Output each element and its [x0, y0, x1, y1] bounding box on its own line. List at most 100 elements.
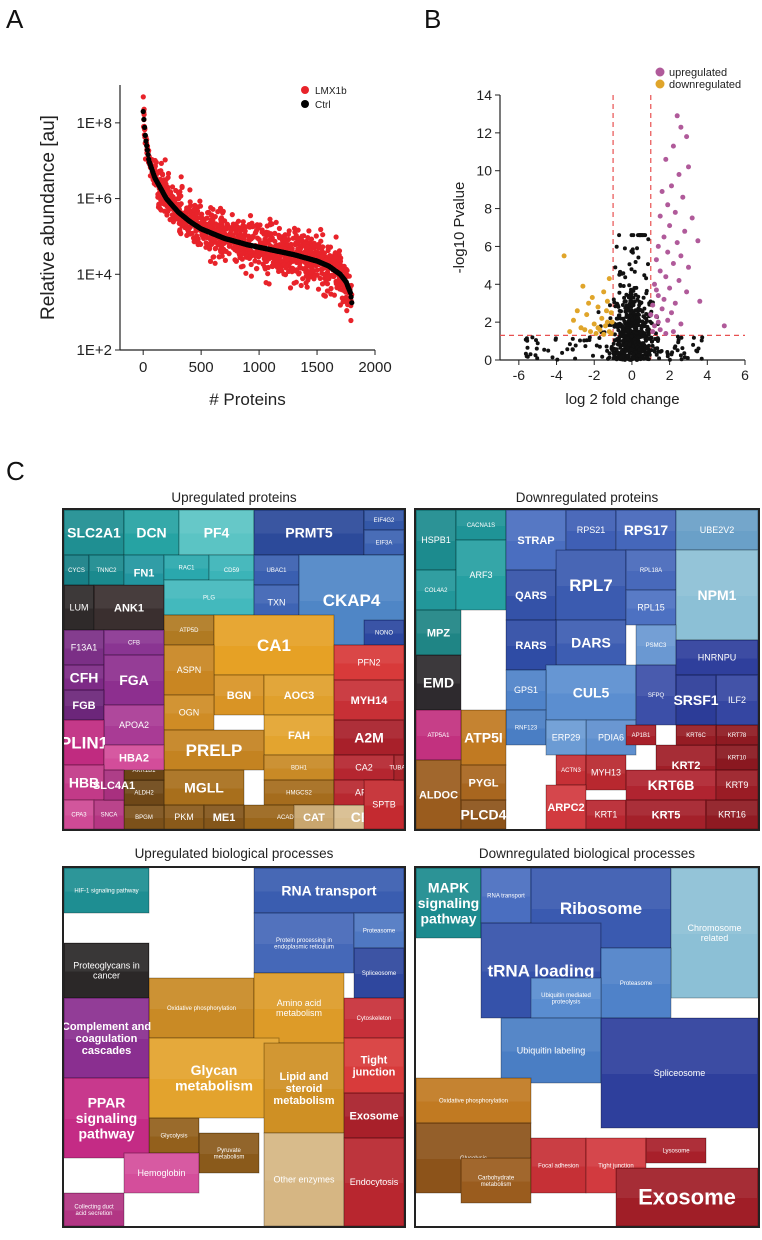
- treemap-cell-shape: [416, 654, 462, 711]
- treemap-cell-highlight: [507, 711, 545, 729]
- data-point-lmx1b: [216, 240, 222, 246]
- data-point-lmx1b: [317, 275, 323, 281]
- data-point: [596, 310, 601, 315]
- treemap-cell: F13A1: [64, 629, 105, 666]
- treemap-cell: Focal adhesion: [530, 1137, 587, 1194]
- data-point: [641, 295, 646, 300]
- treemap-cell: Carbohydrate metabolism: [460, 1157, 532, 1204]
- treemap-cell-highlight: [602, 949, 670, 984]
- data-point-lmx1b: [273, 219, 279, 225]
- data-point: [525, 345, 530, 350]
- treemap-cell-shape: [675, 510, 758, 551]
- treemap-label: RARS: [515, 640, 546, 652]
- treemap-cell-shape: [64, 554, 90, 586]
- treemap-label: Lysosome: [662, 1149, 690, 1155]
- data-point: [624, 315, 629, 319]
- x-tick-label: 2: [666, 367, 674, 383]
- data-point: [669, 310, 674, 316]
- treemap-label: KRT6B: [648, 777, 695, 793]
- treemap-cell-highlight: [295, 806, 333, 818]
- data-point: [530, 335, 535, 340]
- treemap-label: FGB: [72, 700, 95, 712]
- treemap-label: ASPN: [177, 665, 202, 675]
- treemap-cell-highlight: [265, 781, 333, 794]
- treemap-cell-highlight: [65, 869, 148, 892]
- data-point: [665, 249, 671, 255]
- treemap-label: Glycan metabolism: [175, 1062, 253, 1093]
- legend-label: LMX1b: [315, 86, 347, 97]
- data-point-lmx1b: [272, 230, 278, 236]
- x-axis-label: log 2 fold change: [565, 391, 679, 408]
- data-point: [528, 352, 533, 357]
- treemap-cell: Exosome: [343, 1092, 404, 1139]
- treemap-cell-shape: [416, 868, 482, 939]
- data-point: [629, 292, 634, 297]
- treemap-cell-highlight: [677, 551, 757, 596]
- data-point: [665, 202, 671, 208]
- data-point-lmx1b: [293, 268, 299, 274]
- data-point: [611, 297, 616, 302]
- data-point: [700, 335, 705, 340]
- data-point-lmx1b: [333, 234, 339, 240]
- treemap-cell-highlight: [677, 726, 715, 736]
- data-point-lmx1b: [254, 265, 260, 272]
- data-point-lmx1b: [291, 225, 298, 231]
- data-point: [611, 351, 616, 356]
- treemap-cell: PRMT5: [253, 510, 365, 556]
- treemap-cell: SPTB: [363, 779, 404, 829]
- treemap-cell: AOC3: [263, 674, 335, 716]
- treemap-label: F13A1: [71, 643, 98, 653]
- treemap-cell: Spliceosome: [600, 1017, 758, 1129]
- treemap-label: UBE2V2: [700, 525, 735, 535]
- data-point: [612, 324, 617, 329]
- treemap-label: DCN: [136, 524, 166, 540]
- treemap-cell: PLIN1: [64, 719, 108, 766]
- treemap-cell-shape: [333, 679, 404, 721]
- data-point: [550, 355, 555, 360]
- treemap-cell-shape: [615, 1167, 758, 1226]
- data-point: [622, 299, 627, 304]
- treemap-cell-shape: [148, 1037, 280, 1119]
- legend-marker: [655, 79, 665, 89]
- data-point-lmx1b: [226, 243, 232, 249]
- treemap-label: PFN2: [357, 658, 380, 668]
- data-point-lmx1b: [306, 269, 312, 275]
- data-point-lmx1b: [274, 242, 280, 248]
- treemap-label: ACTN3: [561, 768, 581, 774]
- data-point: [604, 298, 610, 304]
- treemap-label: PRMT5: [285, 524, 333, 540]
- treemap-label: KRT9: [726, 780, 749, 790]
- data-point: [600, 354, 605, 359]
- data-point: [618, 332, 623, 337]
- treemap-label: Oxidative phosphorylation: [167, 1006, 236, 1012]
- data-point: [640, 319, 645, 324]
- treemap-cell-highlight: [417, 1124, 530, 1159]
- data-point: [680, 194, 686, 200]
- data-point: [670, 350, 675, 355]
- data-point: [686, 164, 691, 170]
- data-point: [594, 343, 599, 348]
- data-point-lmx1b: [321, 250, 327, 256]
- treemap-cell-highlight: [365, 621, 403, 634]
- data-point-lmx1b: [320, 244, 326, 250]
- data-point: [659, 306, 665, 312]
- data-point: [534, 338, 538, 343]
- treemap-cell-highlight: [637, 666, 675, 696]
- data-point: [601, 331, 607, 337]
- data-point: [627, 342, 632, 347]
- data-point-lmx1b: [287, 285, 294, 291]
- data-point-lmx1b: [348, 317, 354, 324]
- data-point: [679, 335, 684, 340]
- treemap-label: QARS: [515, 590, 547, 602]
- treemap-cell-highlight: [557, 756, 585, 771]
- data-point-lmx1b: [283, 265, 289, 271]
- treemap-cell-shape: [263, 1042, 345, 1134]
- treemap-cell-highlight: [265, 756, 333, 769]
- data-point: [682, 355, 687, 360]
- y-tick-label: 1E+4: [77, 266, 112, 283]
- data-point: [614, 244, 619, 249]
- data-point: [612, 332, 617, 337]
- treemap-label: NONO: [375, 631, 393, 637]
- treemap-cell-highlight: [165, 771, 243, 789]
- data-point-lmx1b: [242, 227, 248, 233]
